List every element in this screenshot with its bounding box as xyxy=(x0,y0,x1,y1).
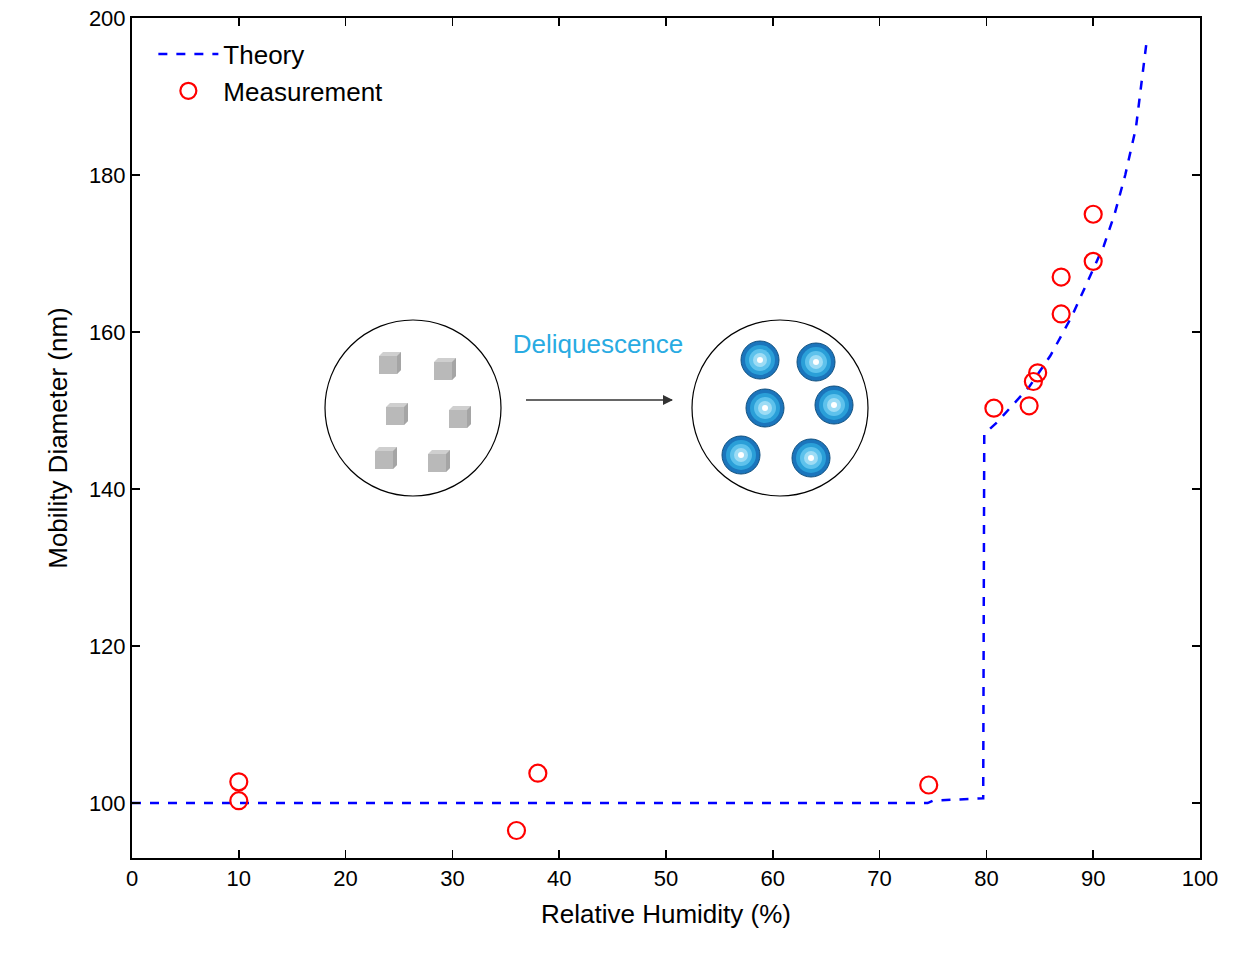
svg-text:100: 100 xyxy=(89,791,126,816)
svg-text:80: 80 xyxy=(974,866,998,891)
svg-text:Theory: Theory xyxy=(223,40,304,70)
svg-text:100: 100 xyxy=(1182,866,1219,891)
svg-text:160: 160 xyxy=(89,320,126,345)
svg-text:20: 20 xyxy=(333,866,357,891)
svg-text:10: 10 xyxy=(227,866,251,891)
svg-text:Measurement: Measurement xyxy=(223,77,383,107)
svg-text:Relative Humidity (%): Relative Humidity (%) xyxy=(541,899,791,929)
svg-text:40: 40 xyxy=(547,866,571,891)
svg-text:180: 180 xyxy=(89,163,126,188)
svg-text:140: 140 xyxy=(89,477,126,502)
svg-text:0: 0 xyxy=(126,866,138,891)
svg-text:70: 70 xyxy=(867,866,891,891)
svg-text:120: 120 xyxy=(89,634,126,659)
svg-text:Deliquescence: Deliquescence xyxy=(513,329,684,359)
svg-text:Mobility Diameter (nm): Mobility Diameter (nm) xyxy=(43,307,73,569)
svg-text:200: 200 xyxy=(89,6,126,31)
svg-text:50: 50 xyxy=(654,866,678,891)
svg-text:60: 60 xyxy=(761,866,785,891)
svg-text:90: 90 xyxy=(1081,866,1105,891)
svg-text:30: 30 xyxy=(440,866,464,891)
